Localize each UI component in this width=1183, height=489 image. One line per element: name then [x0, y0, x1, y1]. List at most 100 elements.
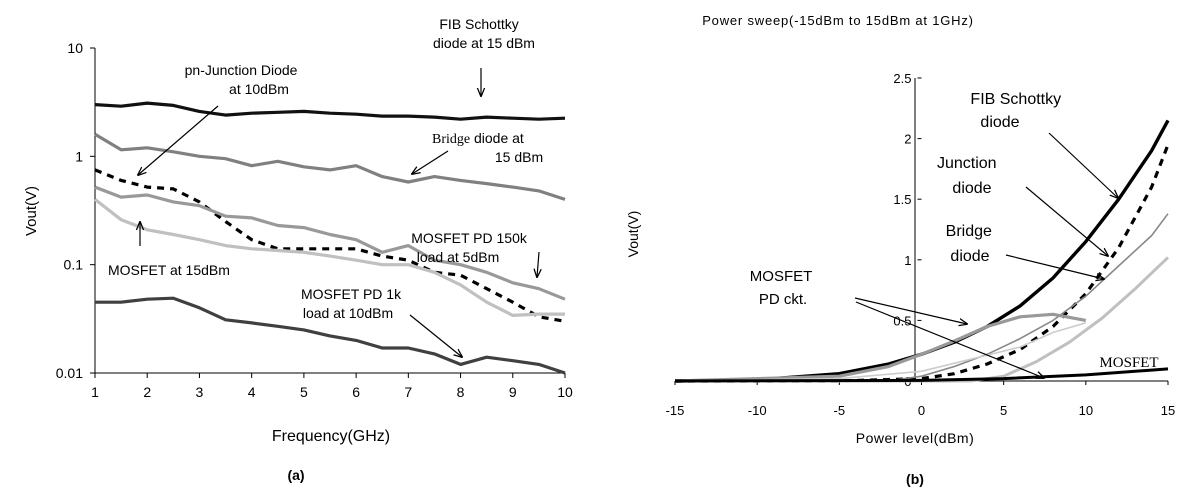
chart-b-arrow-fib [1048, 132, 1118, 198]
chart-a-annotation-mosfet150k: MOSFET PD 150k load at 5dBm [411, 230, 539, 277]
svg-text:Bridge diode at: Bridge diode at [432, 130, 524, 147]
chart-b-x-tick-label: -5 [834, 403, 846, 418]
chart-a-arrow-mosfet150k [537, 251, 539, 277]
chart-a-y-tick-label: 10 [67, 40, 83, 56]
chart-a-annotation-mosfet1k: MOSFET PD 1k load at 10dBm [301, 286, 462, 357]
chart-b-series-line-fib [674, 119, 1170, 383]
chart-b-series-line-mosfet_dark [674, 367, 1169, 383]
chart-a-annotation-mosfet15: MOSFET at 15dBm [108, 222, 230, 278]
chart-a-series-line-pn [94, 168, 566, 323]
chart-a-x-tick-label: 5 [300, 384, 308, 400]
annotation-line: diode at 15 dBm [433, 35, 535, 51]
chart-a-x-tick-label: 3 [196, 384, 204, 400]
annotation-line: MOSFET PD 150k [411, 230, 528, 246]
annotation-line: MOSFET [750, 268, 812, 285]
chart-a-panel-label: (a) [287, 467, 304, 483]
chart-a-x-axis-label: Frequency(GHz) [272, 428, 390, 445]
chart-b-series-line-bridge [675, 213, 1169, 382]
svg-text:MOSFET at 15dBm: MOSFET at 15dBm [108, 262, 230, 278]
chart-a-x-tick-label: 8 [457, 384, 465, 400]
chart-a-series-line-mosfet15 [94, 198, 565, 317]
chart-b-y-axis-label: Vout(V) [625, 211, 641, 258]
annotation-line: 15 dBm [495, 149, 543, 165]
chart-b-arrow-mosfet-pd-1 [854, 297, 967, 324]
chart-a-x-tick-label: 10 [557, 384, 573, 400]
chart-a-series-line-mosfet150k [94, 185, 566, 301]
annotation-line: load at 5dBm [417, 249, 500, 265]
annotation-line: MOSFET at 15dBm [108, 262, 230, 278]
chart-b-arrow-bridge [1005, 254, 1104, 279]
chart-b: Power sweep(-15dBm to 15dBm at 1GHz) -15… [625, 13, 1175, 487]
svg-text:FIB Schottky diode at: FIB Schottky diode at 15 dBm [433, 16, 535, 51]
chart-a-series-line-bridge [94, 132, 566, 201]
chart-a-y-axis-label: Vout(V) [23, 186, 40, 236]
chart-b-arrow-junction [1025, 186, 1108, 256]
svg-text:MOSFET PD ckt.: MOSFET PD ckt. [750, 268, 816, 308]
chart-a-y-tick-label: 1 [75, 148, 83, 164]
chart-a-annotation-bridge: Bridge diode at 15 dBm [412, 130, 543, 174]
annotation-line: PD ckt. [759, 291, 807, 308]
chart-b-series-line-junction [675, 144, 1170, 383]
svg-text:MOSFET PD 1k load at 1: MOSFET PD 1k load at 10dBm [301, 286, 405, 321]
annotation-line: Bridge [946, 223, 992, 240]
chart-a-x-tick-label: 1 [91, 384, 99, 400]
chart-b-series-line-mosfet_pd [674, 312, 1087, 383]
chart-b-x-tick-label: -10 [748, 403, 767, 418]
chart-b-y-tick-label: 2 [904, 132, 911, 147]
annotation-line: pn-Junction Diode [185, 62, 298, 78]
chart-b-y-tick-label: 1.5 [893, 192, 911, 207]
svg-text:MOSFET: MOSFET [1099, 355, 1158, 371]
chart-a-x-tick-label: 6 [352, 384, 360, 400]
annotation-line: MOSFET PD 1k [301, 286, 402, 302]
chart-a-arrow-mosfet1k [409, 314, 462, 357]
annotation-line: Junction [937, 155, 997, 172]
annotation-line: MOSFET [1099, 355, 1158, 371]
chart-b-series-line-mosfet_pd_b [674, 322, 1087, 382]
chart-b-annotation-mosfet: MOSFET [1099, 355, 1158, 371]
chart-b-series [674, 119, 1170, 383]
svg-text:MOSFET PD 150k load at: MOSFET PD 150k load at 5dBm [411, 230, 531, 265]
annotation-line: at 10dBm [229, 81, 289, 97]
chart-a: 1 2 3 4 5 6 7 8 9 10 0.01 0.1 1 10 Vout(V) Frequency(… [23, 16, 573, 483]
annotation-line: Bridge [432, 132, 470, 147]
chart-b-x-tick-label: 15 [1161, 403, 1175, 418]
chart-b-x-axis-label: Power level(dBm) [856, 430, 974, 446]
annotation-line: diode [980, 114, 1019, 131]
annotation-line: diode at [470, 130, 524, 146]
annotation-line: diode [950, 248, 989, 265]
chart-b-ticks: -15-10-505101500.511.522.5 [666, 71, 1176, 418]
annotation-line: load at 10dBm [303, 305, 393, 321]
chart-a-y-tick-label: 0.1 [64, 257, 84, 273]
chart-a-series-line-mosfet1k [95, 296, 566, 375]
chart-a-arrow-bridge [412, 150, 449, 174]
chart-b-arrow-mosfet-pd-2 [855, 301, 1044, 378]
chart-b-x-tick-label: 5 [1000, 403, 1007, 418]
chart-b-panel-label: (b) [906, 471, 924, 487]
chart-a-x-tick-label: 7 [404, 384, 412, 400]
svg-text:15 dBm: 15 dBm [495, 149, 543, 165]
chart-b-title: Power sweep(-15dBm to 15dBm at 1GHz) [702, 13, 974, 28]
chart-a-ticks: 1 2 3 4 5 6 7 8 9 10 0.01 0.1 1 10 [56, 40, 573, 400]
chart-b-annotation-mosfet-pd: MOSFET PD ckt. [750, 268, 1044, 378]
chart-b-x-tick-label: 0 [918, 403, 925, 418]
annotation-line: FIB Schottky [439, 16, 518, 32]
chart-b-x-tick-label: -15 [666, 403, 685, 418]
svg-text:Junction diode: Junction diode [937, 155, 1001, 197]
svg-text:FIB Schottky diode: FIB Schottky diode [970, 91, 1065, 131]
chart-b-annotation-junction: Junction diode [937, 155, 1108, 256]
chart-a-annotation-pn: pn-Junction Diode at 10dBm [138, 62, 302, 175]
svg-text:Bridge diode: Bridge diode [946, 223, 997, 265]
chart-b-x-tick-label: 10 [1079, 403, 1093, 418]
chart-a-arrow-pn [138, 105, 219, 175]
svg-text:pn-Junction Diode at 1: pn-Junction Diode at 10dBm [185, 62, 302, 97]
annotation-line: diode [952, 180, 991, 197]
annotation-line: FIB Schottky [970, 91, 1061, 108]
chart-a-y-tick-label: 0.01 [56, 365, 83, 381]
chart-a-annotation-fib: FIB Schottky diode at 15 dBm [433, 16, 535, 96]
chart-b-y-tick-label: 2.5 [893, 71, 911, 86]
chart-a-x-tick-label: 4 [248, 384, 256, 400]
chart-a-x-tick-label: 9 [509, 384, 517, 400]
chart-a-x-tick-label: 2 [143, 384, 151, 400]
chart-b-y-tick-label: 1 [904, 253, 911, 268]
